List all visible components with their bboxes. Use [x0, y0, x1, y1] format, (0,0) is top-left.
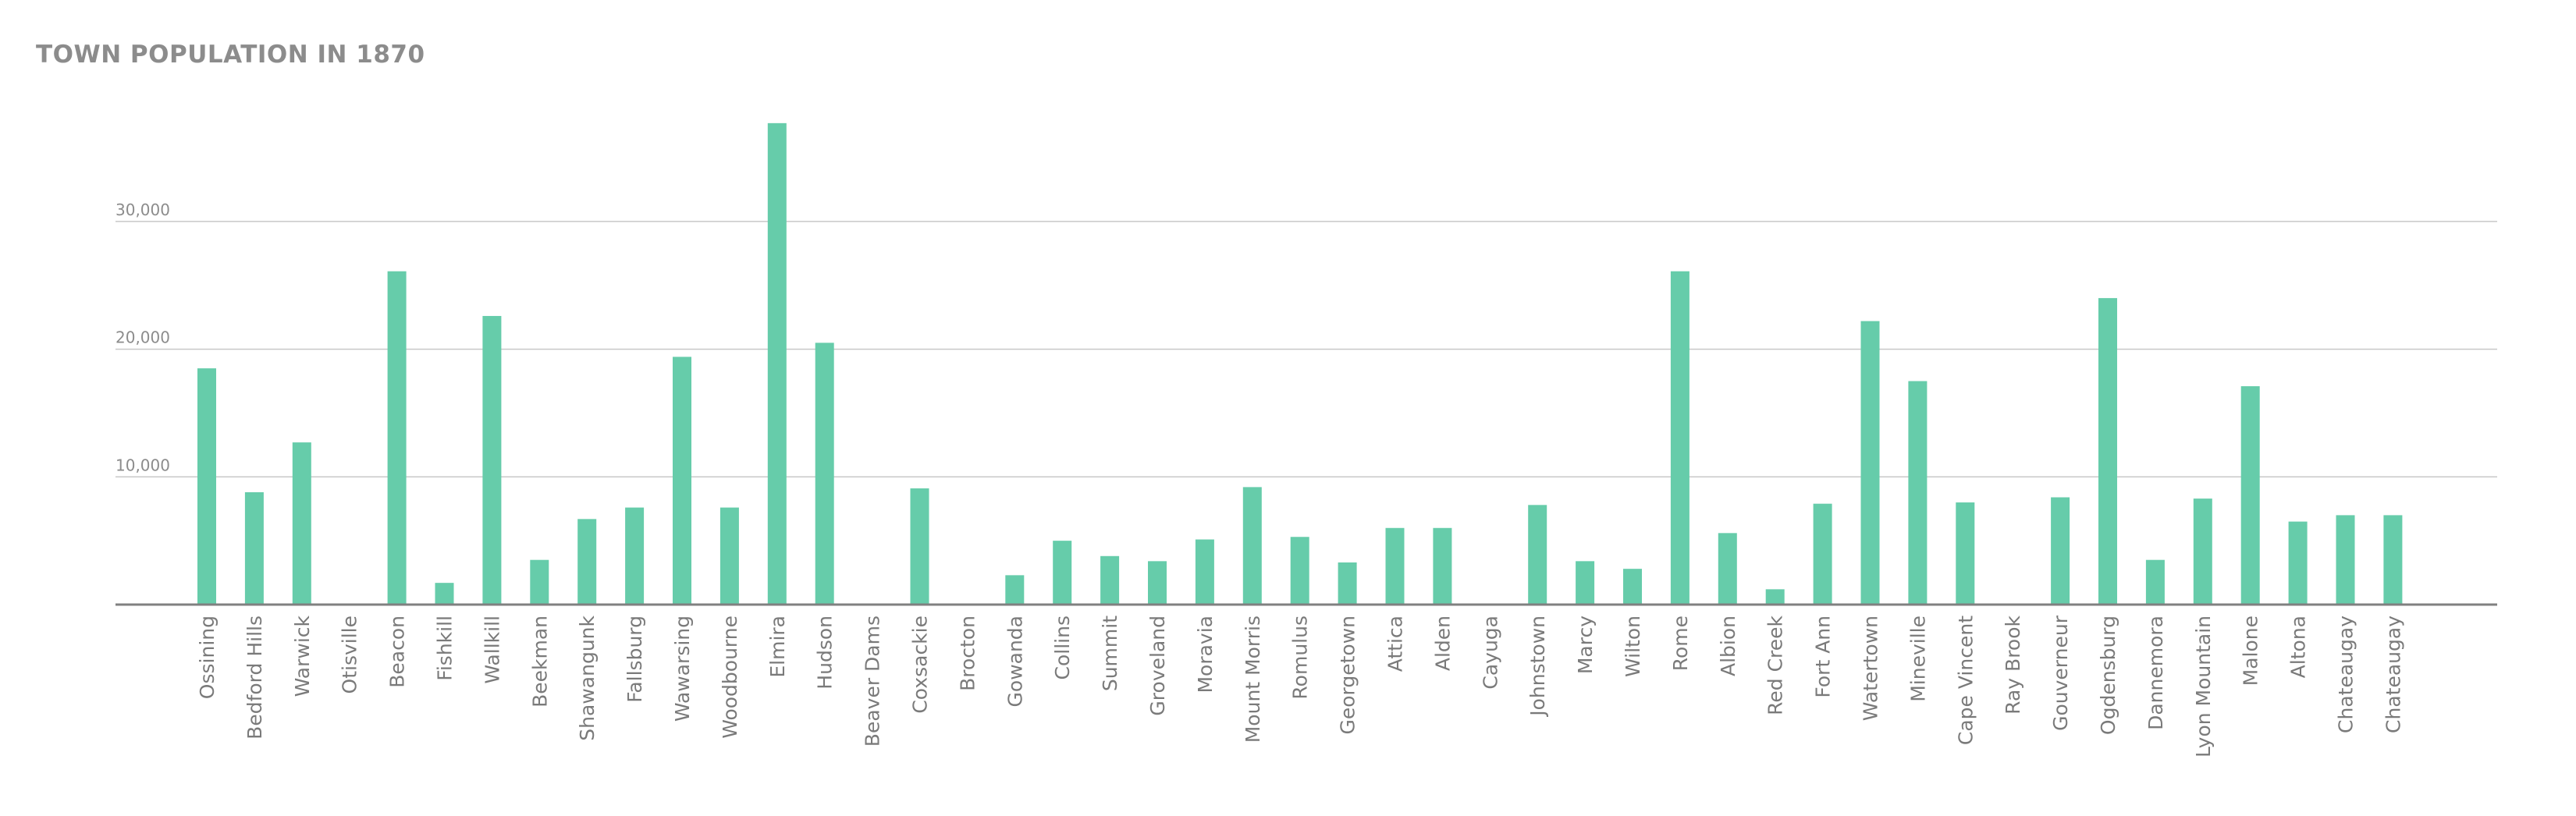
- x-tick-label: Moravia: [1194, 616, 1217, 694]
- x-axis-ticks: Ossining Bedford Hills Warwick Otisville Bea…: [196, 615, 2404, 757]
- bar: [387, 271, 407, 605]
- bar: [1860, 321, 1880, 605]
- x-tick-label: Ogdensburg: [2097, 616, 2119, 735]
- x-tick-label: Brocton: [956, 616, 979, 691]
- x-tick-label: Fallsburg: [624, 616, 646, 703]
- x-tick-label: Ossining: [196, 616, 219, 699]
- bar: [1956, 502, 1975, 605]
- x-tick-label: Bedford Hills: [243, 616, 266, 740]
- bar: [1813, 503, 1832, 605]
- bar: [292, 442, 311, 605]
- y-tick-label: 10,000: [115, 456, 170, 474]
- x-tick-label: Summit: [1099, 616, 1121, 691]
- x-tick-label: Chateaugay: [2335, 616, 2357, 733]
- bar: [1385, 527, 1405, 605]
- x-tick-label: Georgetown: [1337, 616, 1359, 735]
- bar: [1005, 575, 1025, 605]
- x-tick-label: Beacon: [386, 616, 409, 688]
- x-tick-label: Ray Brook: [2002, 615, 2024, 714]
- x-tick-label: Altona: [2287, 616, 2310, 678]
- bar: [1338, 562, 1357, 605]
- bar: [1148, 561, 1167, 605]
- bar: [1242, 487, 1262, 605]
- x-tick-label: Mineville: [1906, 616, 1929, 702]
- x-tick-label: Mount Morris: [1242, 616, 1264, 743]
- x-tick-label: Cape Vincent: [1954, 616, 1977, 745]
- bar: [577, 519, 597, 605]
- bar: [1433, 527, 1452, 605]
- x-tick-label: Cayuga: [1479, 616, 1501, 690]
- x-tick-label: Wallkill: [481, 616, 503, 684]
- grid-lines: [115, 221, 2497, 478]
- bar: [625, 507, 645, 605]
- chart-title: TOWN POPULATION IN 1870: [36, 41, 425, 69]
- bar: [1908, 381, 1928, 605]
- x-tick-label: Woodbourne: [719, 616, 741, 739]
- bar: [2240, 386, 2260, 605]
- bar: [1528, 505, 1547, 605]
- bar: [720, 507, 739, 605]
- bar: [815, 342, 834, 605]
- x-tick-label: Lyon Mountain: [2192, 616, 2215, 757]
- x-tick-label: Warwick: [291, 615, 314, 697]
- bar: [2383, 515, 2403, 605]
- x-tick-label: Wilton: [1622, 616, 1644, 677]
- x-tick-label: Red Creek: [1764, 615, 1787, 715]
- x-tick-label: Gouverneur: [2049, 615, 2072, 731]
- x-tick-label: Elmira: [766, 616, 789, 678]
- x-tick-label: Wawarsing: [671, 616, 694, 722]
- x-tick-label: Coxsackie: [909, 616, 932, 714]
- bar: [1053, 541, 1072, 605]
- bar: [530, 559, 549, 605]
- bar: [2336, 515, 2355, 605]
- bar: [673, 357, 691, 605]
- bar: [2145, 559, 2165, 605]
- bar: [2193, 498, 2212, 605]
- x-tick-label: Albion: [1717, 616, 1739, 676]
- x-tick-label: Gowanda: [1004, 616, 1026, 707]
- bars: [197, 122, 2403, 605]
- bar: [2098, 298, 2117, 605]
- bar: [767, 122, 787, 605]
- x-tick-label: Beekman: [528, 616, 551, 708]
- x-tick-label: Watertown: [1860, 616, 1882, 721]
- x-tick-label: Beaver Dams: [862, 616, 884, 747]
- bar: [244, 491, 264, 605]
- bar: [2288, 521, 2308, 605]
- bar: [1670, 271, 1690, 605]
- bar: [1765, 589, 1785, 605]
- x-tick-label: Dannemora: [2144, 616, 2167, 730]
- bar: [1195, 539, 1214, 605]
- x-tick-label: Attica: [1384, 616, 1407, 672]
- x-tick-label: Groveland: [1146, 616, 1169, 716]
- bar: [435, 583, 454, 605]
- bar: [1718, 533, 1737, 605]
- x-tick-label: Alden: [1431, 616, 1454, 671]
- y-tick-label: 20,000: [115, 328, 170, 347]
- bar: [482, 316, 502, 605]
- x-tick-label: Fort Ann: [1812, 616, 1835, 698]
- bar: [1290, 537, 1309, 605]
- x-tick-label: Collins: [1051, 616, 1074, 679]
- bar: [1623, 569, 1642, 605]
- x-tick-label: Malone: [2240, 616, 2262, 686]
- bar: [1100, 555, 1120, 605]
- x-tick-label: Fishkill: [434, 616, 457, 681]
- x-tick-label: Shawangunk: [576, 615, 599, 740]
- y-axis-ticks: 10,000 20,000 30,000: [115, 200, 170, 474]
- x-tick-label: Rome: [1669, 616, 1692, 671]
- x-tick-label: Marcy: [1574, 616, 1597, 674]
- bar: [2051, 497, 2070, 605]
- x-tick-label: Romulus: [1289, 616, 1312, 700]
- x-tick-label: Otisville: [339, 616, 361, 694]
- bar: [1576, 561, 1595, 605]
- x-tick-label: Chateaugay: [2382, 616, 2404, 733]
- y-tick-label: 30,000: [115, 200, 170, 219]
- x-tick-label: Johnstown: [1526, 616, 1549, 718]
- x-tick-label: Hudson: [814, 616, 837, 690]
- bar: [197, 368, 216, 605]
- bar: [910, 488, 929, 605]
